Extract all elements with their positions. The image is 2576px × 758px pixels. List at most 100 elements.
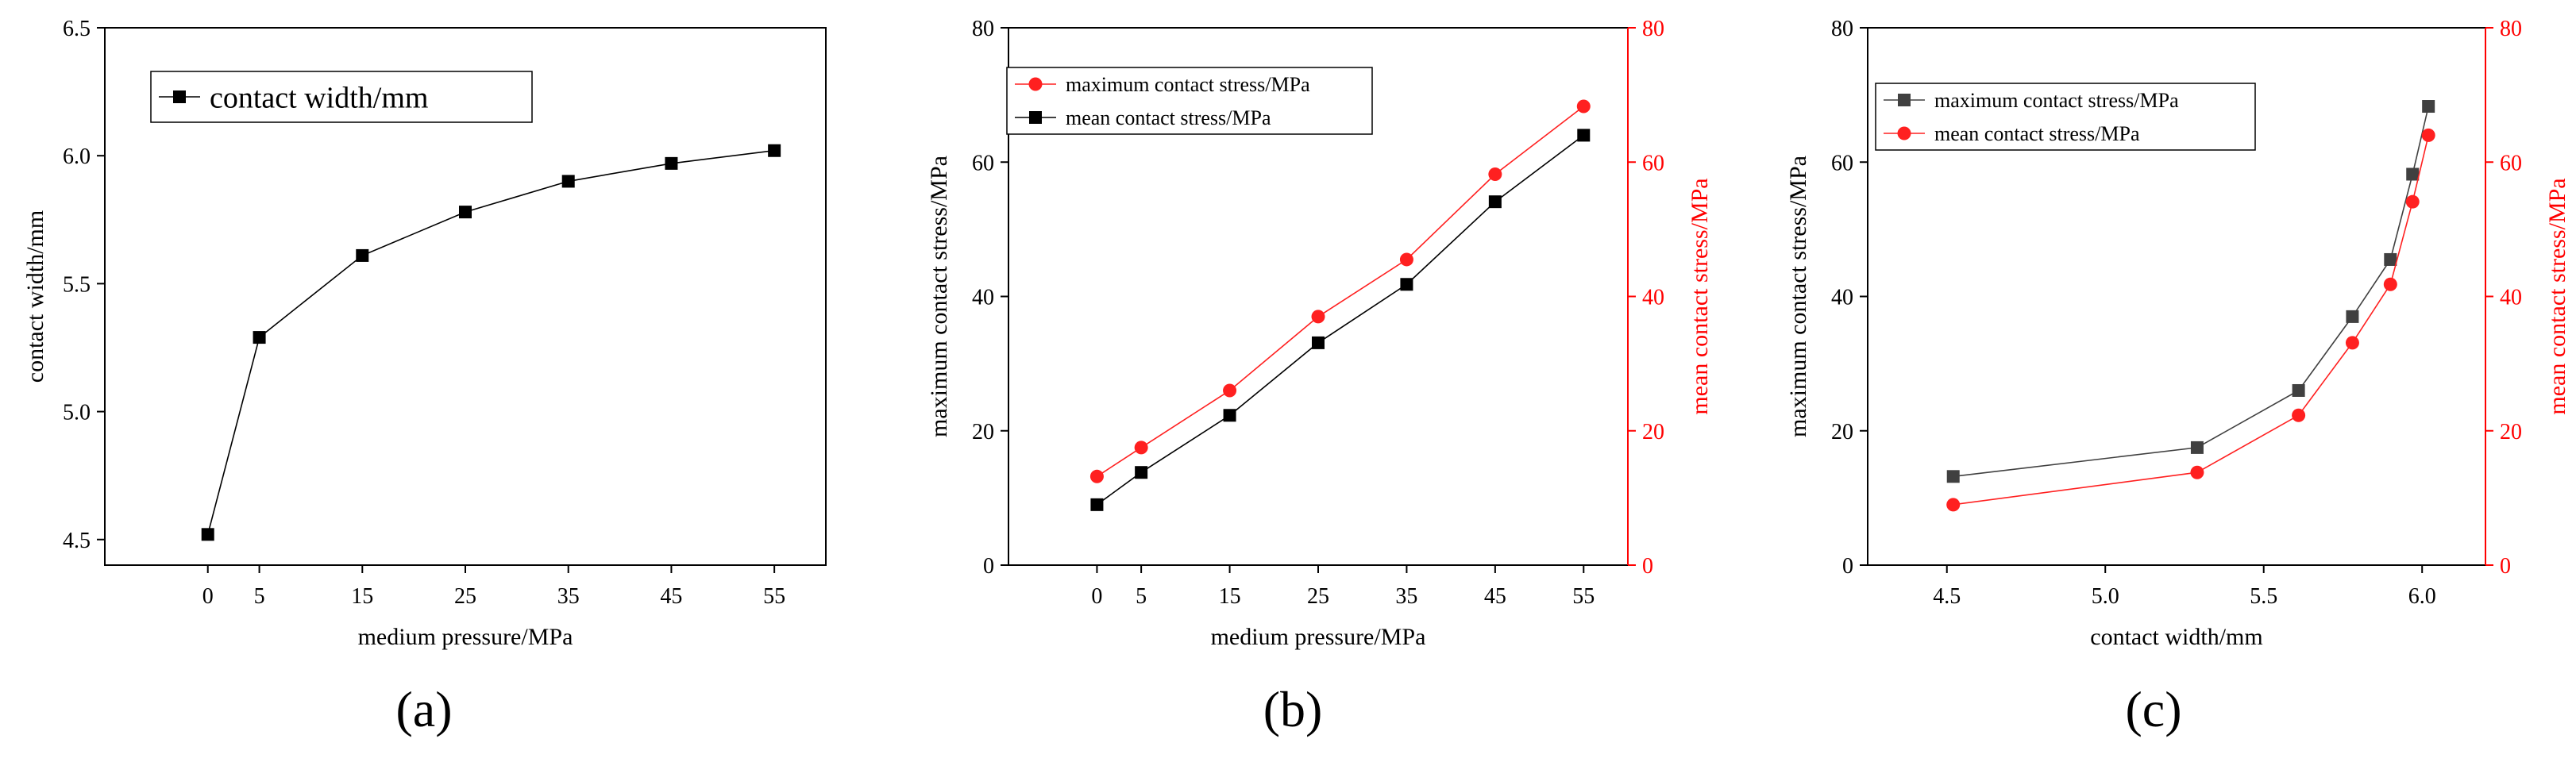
x-tick-label-a: 5	[254, 584, 265, 609]
legend-box-c	[1875, 83, 2256, 151]
chart-b: (b) 0 5 15 25 35 45 55 0 20 40 60 80 0 20 40 60 80 medium…	[926, 17, 1713, 737]
data-point-a-0	[459, 206, 472, 219]
legend-marker-c-1	[1897, 126, 1911, 140]
y-tick-label-a: 4.5	[63, 529, 91, 553]
legend-box-a	[150, 71, 533, 123]
x-tick-label-c: 5.5	[2250, 584, 2277, 609]
panel-label-c: (c)	[2125, 681, 2181, 737]
x-tick-label-b: 55	[1572, 584, 1595, 609]
data-point-b-0	[1576, 99, 1591, 114]
data-point-a-0	[253, 331, 266, 344]
data-point-b-0	[1134, 441, 1148, 455]
data-point-b-1	[1312, 336, 1325, 349]
data-point-b-1	[1488, 195, 1502, 209]
x-tick-label-b: 15	[1219, 584, 1241, 609]
y-axis-right-title-c: mean contact stress/MPa	[2544, 178, 2570, 414]
y-right-tick-label-b: 0	[1642, 554, 1653, 579]
y-right-tick-label-c: 0	[2500, 554, 2511, 579]
panel-label-b: (b)	[1263, 681, 1323, 737]
data-point-c-1	[2383, 277, 2397, 291]
x-tick-label-b: 45	[1484, 584, 1506, 609]
legend-marker-b-0	[1028, 77, 1043, 91]
data-point-b-0	[1089, 469, 1104, 483]
y-axis-right-title-b: mean contact stress/MPa	[1687, 178, 1713, 414]
y-tick-label-b: 60	[972, 151, 994, 175]
data-point-c-0	[2292, 383, 2305, 397]
legend-marker-c-0	[1898, 94, 1911, 106]
legend-box-b	[1006, 67, 1373, 135]
data-point-c-0	[2346, 310, 2359, 323]
data-point-c-1	[2421, 128, 2435, 142]
data-point-c-1	[2405, 194, 2420, 209]
series-line-b-0	[1096, 106, 1584, 477]
x-tick-label-a: 15	[351, 584, 373, 609]
y-tick-label-a: 6.5	[63, 17, 91, 41]
y-right-tick-label-b: 60	[1642, 151, 1664, 175]
data-point-a-0	[356, 248, 369, 262]
series-line-c-0	[1953, 106, 2429, 478]
y-tick-label-c: 60	[1831, 151, 1853, 175]
data-point-a-0	[201, 528, 214, 541]
x-axis-title-b: medium pressure/MPa	[1211, 624, 1426, 650]
data-point-c-0	[2422, 100, 2435, 114]
data-point-b-1	[1223, 409, 1236, 422]
data-point-b-1	[1090, 498, 1104, 511]
x-tick-label-c: 6.0	[2408, 584, 2436, 609]
y-axis-title-b: maximum contact stress/MPa	[926, 156, 952, 437]
x-tick-label-a: 55	[763, 584, 785, 609]
x-tick-label-b: 35	[1395, 584, 1417, 609]
y-tick-label-b: 40	[972, 286, 994, 310]
legend-label-a-0: contact width/mm	[210, 81, 428, 114]
data-point-c-0	[2384, 252, 2397, 266]
data-point-c-1	[2190, 465, 2204, 479]
legend-marker-a-0	[173, 90, 186, 103]
data-point-a-0	[561, 175, 575, 188]
x-tick-label-a: 35	[557, 584, 580, 609]
data-point-b-0	[1488, 167, 1502, 181]
x-tick-label-c: 4.5	[1933, 584, 1961, 609]
data-point-c-1	[1946, 498, 1961, 512]
x-axis-title-c: contact width/mm	[2090, 624, 2262, 650]
x-axis-title-a: medium pressure/MPa	[358, 624, 573, 650]
data-point-b-0	[1223, 383, 1237, 398]
chart-c: (c) 4.5 5.0 5.5 6.0 0 20 40 60 80 0 20 40 60 80 contac…	[1785, 17, 2570, 737]
y-right-tick-label-c: 40	[2500, 286, 2522, 310]
y-tick-label-c: 40	[1831, 286, 1853, 310]
data-point-b-1	[1135, 466, 1148, 479]
y-tick-label-a: 5.5	[63, 272, 91, 297]
x-tick-label-b: 0	[1091, 584, 1102, 609]
series-line-b-1	[1096, 134, 1584, 506]
data-point-c-1	[2345, 336, 2359, 350]
data-point-b-1	[1577, 129, 1591, 142]
data-point-b-0	[1311, 310, 1325, 324]
x-tick-label-c: 5.0	[2092, 584, 2119, 609]
data-point-c-0	[2190, 441, 2204, 454]
data-point-a-0	[768, 144, 781, 157]
y-right-tick-label-c: 80	[2500, 17, 2522, 41]
y-tick-label-c: 0	[1842, 554, 1853, 579]
y-right-tick-label-c: 20	[2500, 420, 2522, 444]
data-point-b-1	[1400, 278, 1413, 291]
legend-label-b-0: maximum contact stress/MPa	[1066, 73, 1310, 96]
y-tick-label-a: 6.0	[63, 144, 91, 169]
y-right-tick-label-b: 40	[1642, 286, 1664, 310]
x-tick-label-a: 45	[660, 584, 682, 609]
x-tick-label-a: 0	[202, 584, 214, 609]
data-point-c-0	[2406, 167, 2420, 181]
legend-marker-b-1	[1029, 111, 1042, 124]
y-tick-label-c: 20	[1831, 420, 1853, 444]
data-point-b-0	[1399, 252, 1413, 267]
legend-label-b-1: mean contact stress/MPa	[1066, 106, 1271, 129]
series-line-a-0	[206, 149, 775, 535]
x-tick-label-a: 25	[454, 584, 476, 609]
y-axis-title-a: contact width/mm	[22, 210, 48, 383]
y-right-tick-label-b: 80	[1642, 17, 1664, 41]
y-tick-label-b: 20	[972, 420, 994, 444]
y-axis-title-c: maximum contact stress/MPa	[1785, 156, 1811, 437]
x-tick-label-b: 5	[1136, 584, 1147, 609]
panel-label-a: (a)	[395, 681, 452, 737]
y-tick-label-c: 80	[1831, 17, 1853, 41]
y-right-tick-label-c: 60	[2500, 151, 2522, 175]
data-point-c-0	[1946, 470, 1960, 483]
